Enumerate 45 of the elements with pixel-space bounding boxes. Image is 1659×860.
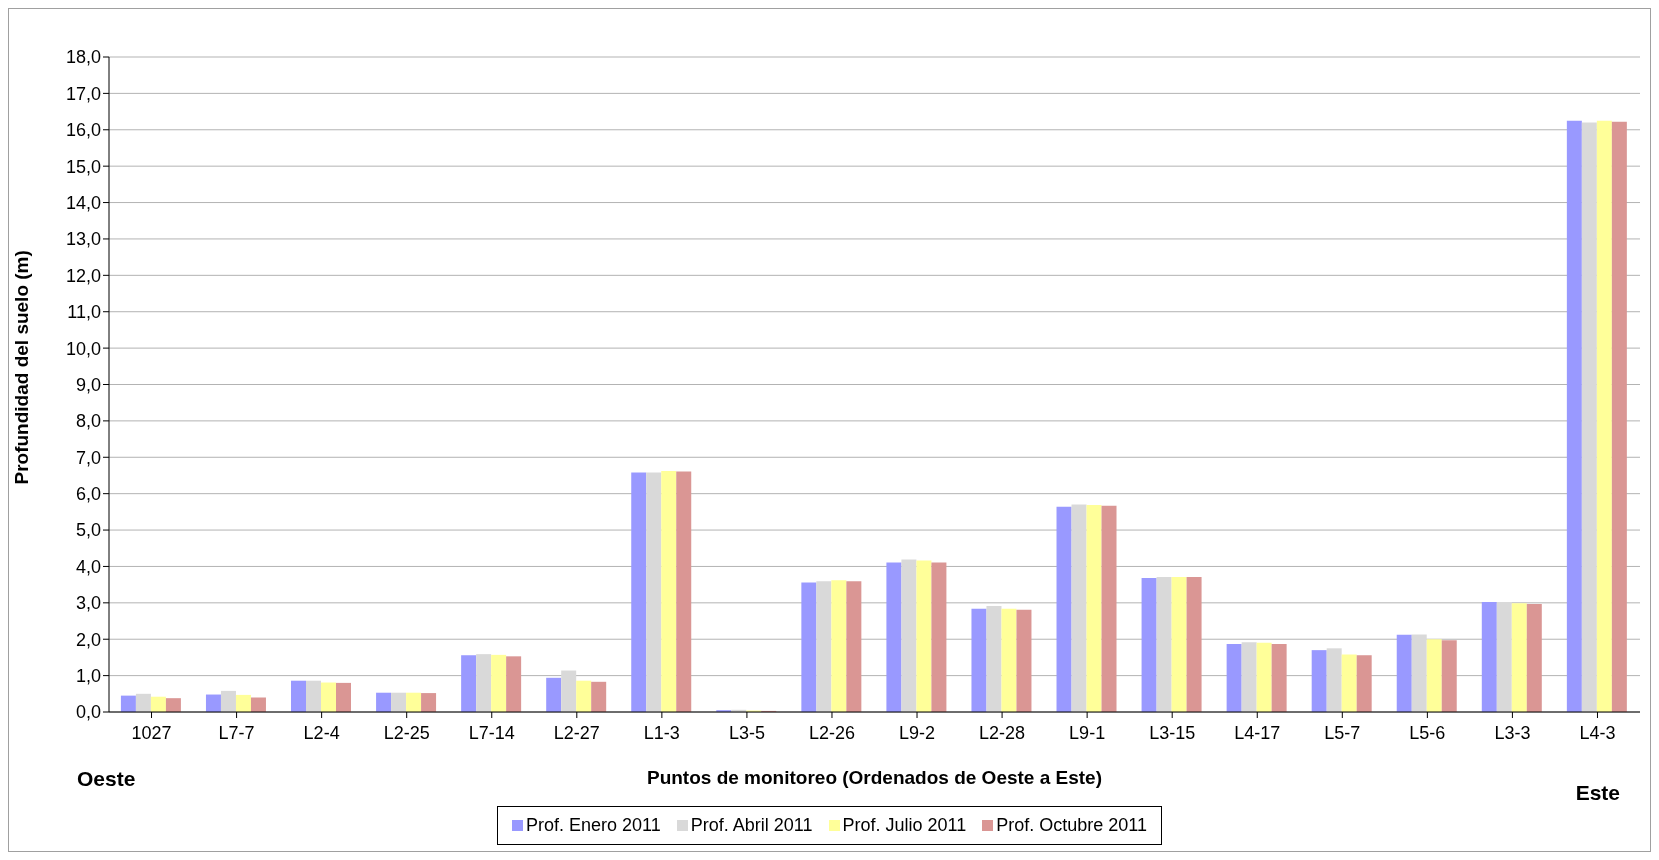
y-tick-label: 8,0 <box>75 411 101 432</box>
x-tick-label: 1027 <box>131 722 172 743</box>
y-tick-label: 1,0 <box>75 666 101 686</box>
x-axis-title: Puntos de monitoreo (Ordenados de Oeste a Este) <box>646 767 1103 788</box>
text: Oeste <box>77 767 136 791</box>
legend-label: Prof. Octubre 2011 <box>995 815 1147 836</box>
y-tick-label: 6,0 <box>75 484 101 505</box>
y-tick-label: 17,0 <box>65 83 101 104</box>
x-tick-label: L3-3 <box>1494 722 1531 743</box>
x-tick-label: L9-2 <box>899 722 936 743</box>
x-tick-label: L3-5 <box>728 722 765 743</box>
x-tick-label: L4-17 <box>1234 722 1281 743</box>
x-tick-label: L4-3 <box>1579 722 1616 743</box>
x-tick-label: L5-6 <box>1409 722 1446 743</box>
y-axis-title: Profundidad del suelo (m) <box>10 250 32 485</box>
y-tick-label: 7,0 <box>75 447 101 468</box>
x-tick-label: L2-26 <box>808 722 855 743</box>
x-tick-label: L3-15 <box>1149 722 1196 743</box>
y-tick-label: 10,0 <box>65 338 101 359</box>
y-tick-label: 16,0 <box>65 120 101 141</box>
x-tick-label: L1-3 <box>643 722 680 743</box>
y-tick-label: 9,0 <box>75 374 101 395</box>
x-tick-label: L2-25 <box>383 722 430 743</box>
legend-label: Prof. Julio 2011 <box>841 815 967 836</box>
y-tick-label: 18,0 <box>65 47 101 68</box>
y-tick-label: 13,0 <box>65 229 101 250</box>
y-tick-label: 5,0 <box>75 520 101 541</box>
y-tick-label: 11,0 <box>67 302 101 323</box>
legend-label: Prof. Abril 2011 <box>689 815 813 836</box>
x-tick-label: L2-28 <box>979 722 1026 743</box>
x-tick-label: L7-7 <box>218 722 255 743</box>
x-tick-label: L2-4 <box>303 722 340 743</box>
y-tick-label: 3,0 <box>75 593 101 614</box>
text: Este <box>1575 781 1620 805</box>
y-tick-label: 14,0 <box>65 192 101 213</box>
y-tick-label: 12,0 <box>65 265 101 286</box>
x-tick-label: L2-27 <box>553 722 600 743</box>
legend-label: Prof. Enero 2011 <box>525 815 661 836</box>
y-tick-label: 2,0 <box>75 629 101 650</box>
x-tick-label: L5-7 <box>1324 722 1361 743</box>
y-tick-label: 4,0 <box>75 556 101 577</box>
y-tick-label: 15,0 <box>65 156 101 177</box>
x-tick-label: L9-1 <box>1069 722 1106 743</box>
x-tick-label: L7-14 <box>468 722 515 743</box>
y-tick-label: 0,0 <box>75 702 101 723</box>
